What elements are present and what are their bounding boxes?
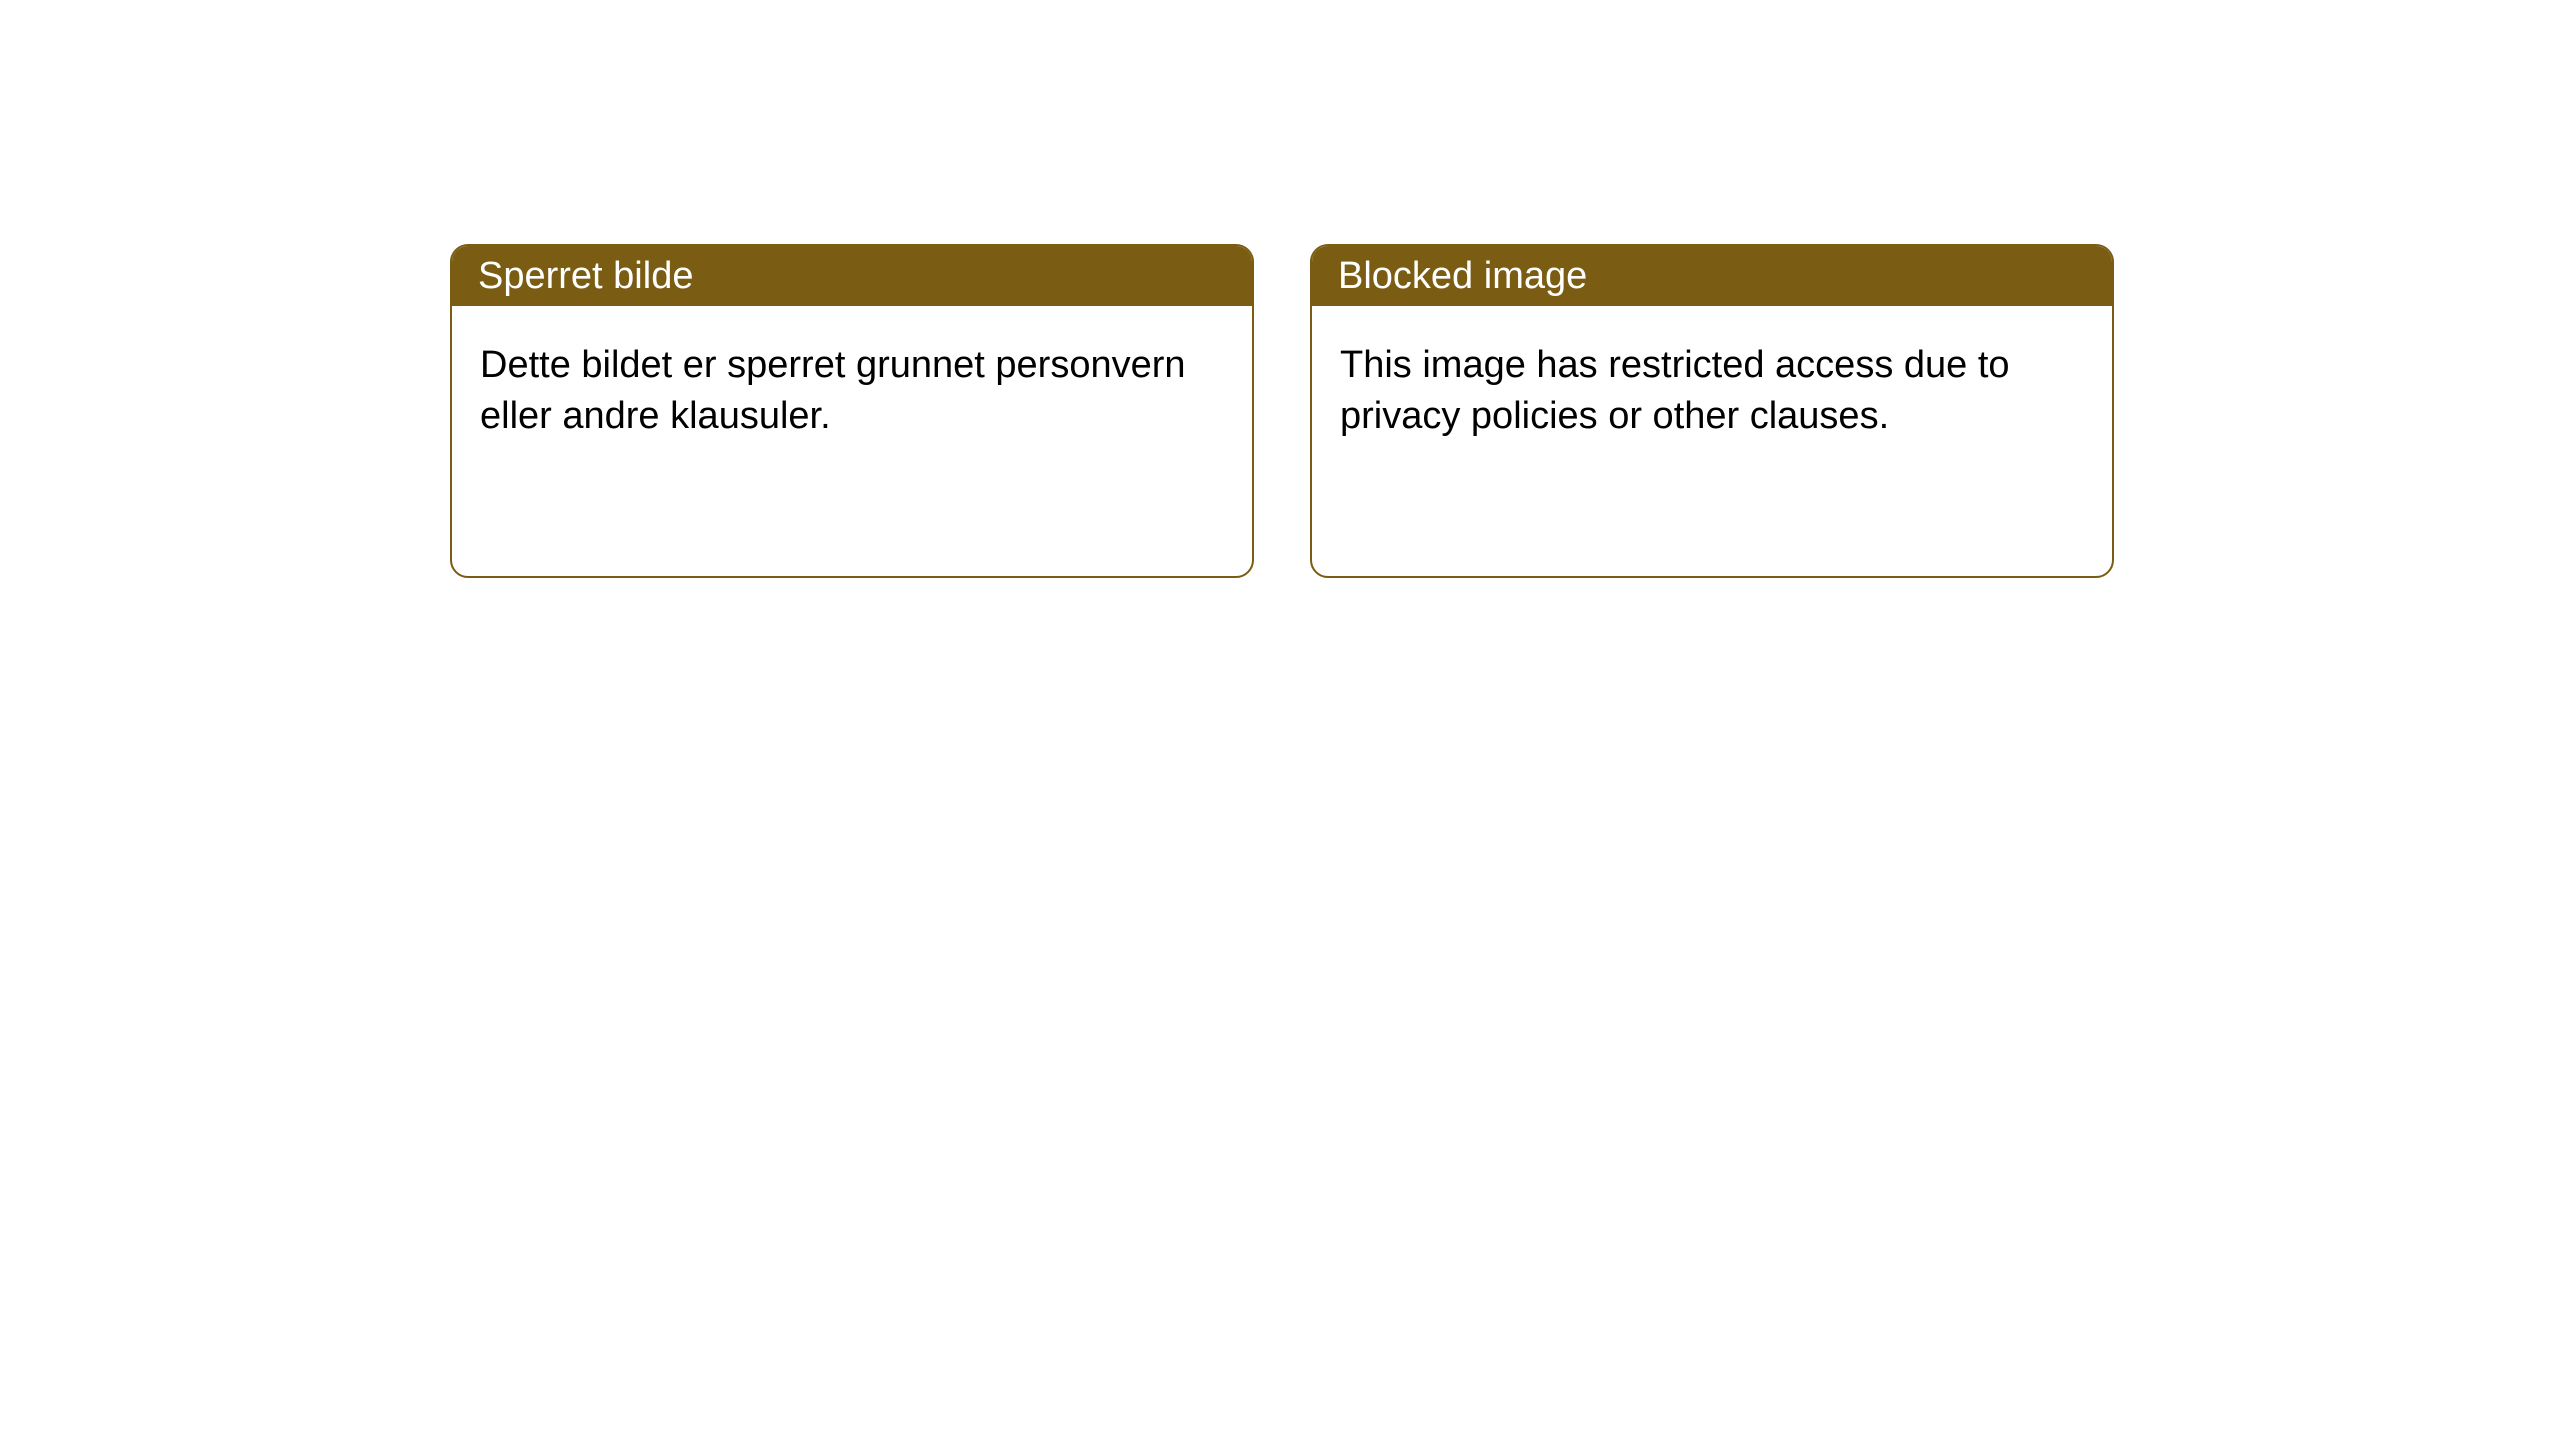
card-title: Sperret bilde	[478, 255, 693, 298]
notice-cards-container: Sperret bilde Dette bildet er sperret gr…	[0, 0, 2560, 578]
card-title: Blocked image	[1338, 255, 1587, 298]
card-header: Blocked image	[1312, 246, 2112, 306]
card-body-text: Dette bildet er sperret grunnet personve…	[480, 344, 1186, 437]
notice-card-norwegian: Sperret bilde Dette bildet er sperret gr…	[450, 244, 1254, 578]
card-body: Dette bildet er sperret grunnet personve…	[452, 306, 1252, 477]
notice-card-english: Blocked image This image has restricted …	[1310, 244, 2114, 578]
card-body: This image has restricted access due to …	[1312, 306, 2112, 477]
card-header: Sperret bilde	[452, 246, 1252, 306]
card-body-text: This image has restricted access due to …	[1340, 344, 2010, 437]
